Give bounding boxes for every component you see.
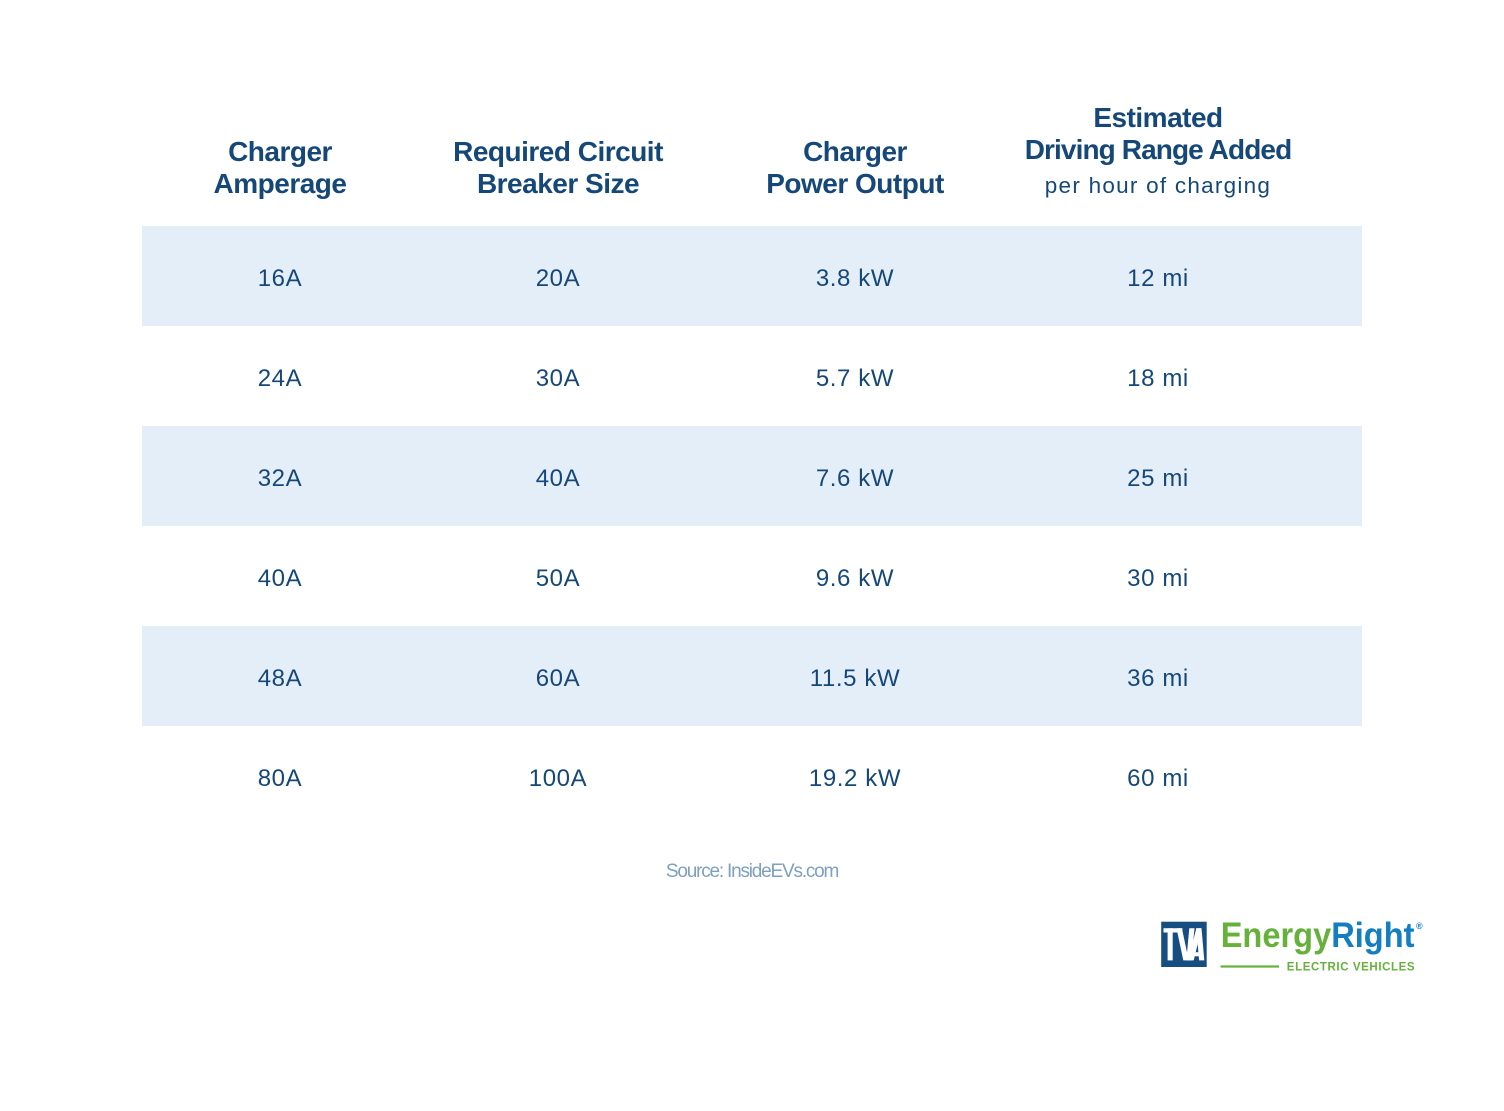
svg-text:ELECTRIC VEHICLES: ELECTRIC VEHICLES [1287, 961, 1415, 973]
svg-text:EnergyRight: EnergyRight [1221, 916, 1415, 955]
svg-text:®: ® [1416, 921, 1423, 931]
